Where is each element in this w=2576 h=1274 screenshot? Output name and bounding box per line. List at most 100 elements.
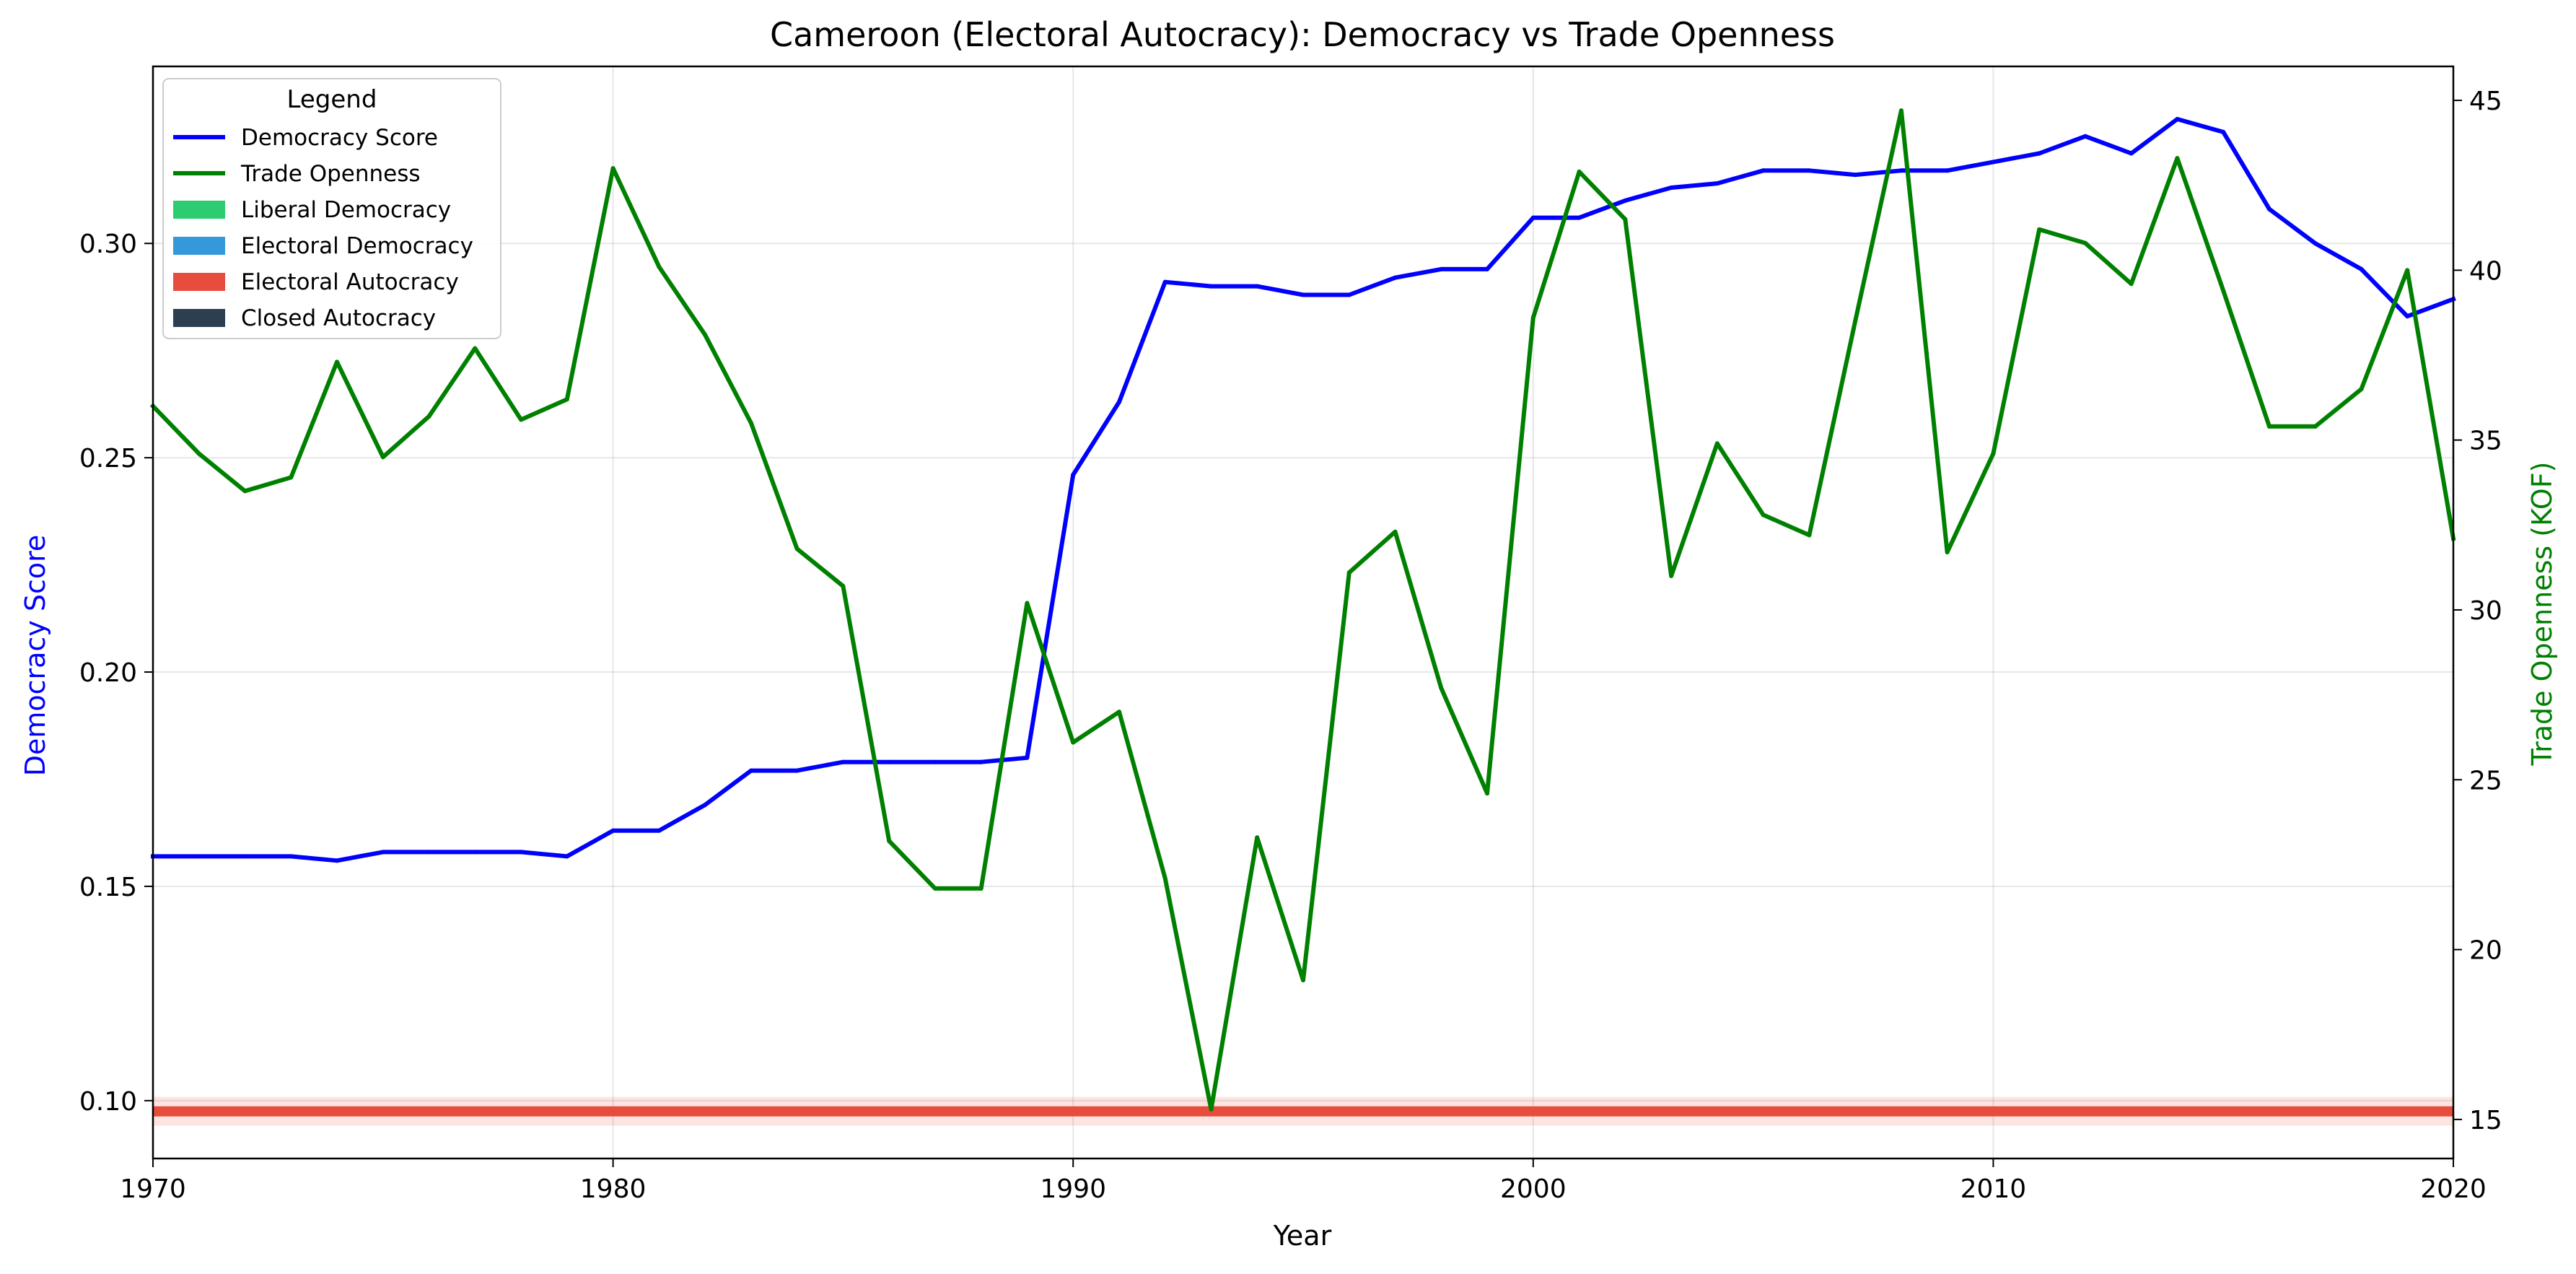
legend-label-democracy-score: Democracy Score [241, 125, 438, 151]
democracy-score-point [794, 768, 799, 773]
x-tick-label: 1990 [1040, 1174, 1106, 1204]
legend-label-electoral-autocracy: Electoral Autocracy [241, 269, 459, 295]
trade-openness-point [1761, 512, 1766, 518]
x-tick-label: 2010 [1961, 1174, 2027, 1204]
democracy-score-point [1393, 275, 1398, 280]
trade-openness-point [703, 332, 708, 337]
trade-openness-point [2175, 156, 2180, 161]
trade-openness-point [1714, 441, 1719, 446]
trade-openness-point [1346, 570, 1351, 575]
democracy-score-point [1714, 181, 1719, 186]
democracy-score-point [1898, 168, 1903, 173]
democracy-score-point [1025, 755, 1030, 760]
plot-frame [152, 65, 2455, 1160]
democracy-score-point [978, 759, 983, 764]
legend-label-electoral-democracy: Electoral Democracy [241, 233, 473, 259]
trade-openness-point [473, 346, 478, 351]
trade-openness-point [794, 546, 799, 551]
legend-label-trade-openness: Trade Openness [240, 161, 421, 187]
democracy-score-point [242, 854, 247, 859]
trade-openness-point [519, 417, 524, 422]
democracy-score-point [564, 854, 569, 859]
trade-openness-point [242, 489, 247, 494]
chart-title: Cameroon (Electoral Autocracy): Democrac… [770, 15, 1835, 54]
trade-openness-point [1393, 529, 1398, 534]
democracy-score-point [426, 850, 431, 855]
trade-openness-point [1162, 876, 1167, 881]
trade-openness-point [2359, 387, 2364, 392]
left-y-tick-label: 0.20 [79, 658, 137, 688]
trade-openness-point [1577, 169, 1582, 174]
x-tick-label: 2020 [2420, 1174, 2487, 1204]
regime-band-line [153, 1106, 2453, 1117]
democracy-score-point [1346, 292, 1351, 297]
democracy-score-point [1255, 284, 1260, 289]
democracy-score-point [2266, 206, 2271, 211]
right-y-tick-label: 40 [2469, 256, 2502, 286]
x-tick-label: 1970 [120, 1174, 186, 1204]
trade-openness-point [1853, 318, 1858, 323]
trade-openness-point [2405, 268, 2410, 273]
democracy-score-point [1577, 215, 1582, 220]
trade-openness-point [841, 584, 846, 589]
democracy-score-point [2129, 151, 2134, 156]
democracy-score-point [2175, 117, 2180, 122]
trade-openness-point [610, 166, 615, 171]
trade-openness-point [1301, 977, 1305, 982]
right-y-tick-label: 20 [2469, 936, 2502, 966]
left-y-tick-label: 0.25 [79, 444, 137, 474]
democracy-score-point [1485, 266, 1490, 271]
trade-openness-point [1991, 451, 1996, 456]
democracy-score-point [1623, 198, 1628, 203]
trade-openness-point [335, 359, 340, 365]
trade-openness-point [2129, 282, 2134, 287]
legend-label-liberal-democracy: Liberal Democracy [241, 197, 451, 223]
right-y-tick-label: 45 [2469, 87, 2502, 116]
democracy-score-point [2037, 151, 2042, 156]
regime-band-layer [153, 1096, 2453, 1126]
democracy-score-point [1301, 292, 1305, 297]
left-y-tick-label: 0.15 [79, 873, 137, 902]
trade-openness-point [564, 397, 569, 402]
democracy-score-point [748, 768, 753, 773]
democracy-score-point [1807, 168, 1812, 173]
legend-swatch-electoral-autocracy [173, 273, 225, 291]
left-y-tick-label: 0.10 [79, 1087, 137, 1117]
democracy-score-point [2221, 129, 2226, 134]
democracy-score-point [1439, 266, 1444, 271]
democracy-score-point [1530, 215, 1535, 220]
democracy-score-point [196, 854, 201, 859]
trade-openness-point [1116, 710, 1121, 715]
legend-swatch-liberal-democracy [173, 201, 225, 219]
trade-openness-point [2037, 227, 2042, 232]
right-y-tick-label: 30 [2469, 596, 2502, 626]
trade-openness-point [1209, 1107, 1214, 1112]
left-axis-title: Democracy Score [19, 535, 51, 777]
democracy-score-point [841, 759, 846, 764]
trade-openness-point [380, 455, 385, 460]
democracy-score-point [887, 759, 892, 764]
trade-openness-point [932, 886, 937, 891]
democracy-score-point [1761, 168, 1766, 173]
x-tick-label: 2000 [1500, 1174, 1567, 1204]
trade-openness-point [657, 264, 662, 269]
legend: Legend Democracy Score Trade Openness Libe… [162, 78, 501, 339]
left-y-axis: 0.10 0.15 0.20 0.25 0.30 [79, 230, 153, 1117]
democracy-score-point [473, 850, 478, 855]
democracy-score-point [610, 828, 615, 833]
trade-openness-point [289, 475, 294, 480]
right-y-tick-label: 15 [2469, 1106, 2502, 1135]
legend-swatch-closed-autocracy [173, 309, 225, 327]
legend-label-closed-autocracy: Closed Autocracy [241, 305, 436, 331]
trade-openness-point [1255, 835, 1260, 840]
right-axis-title: Trade Openness (KOF) [2526, 461, 2558, 766]
trade-openness-point [2266, 424, 2271, 429]
democracy-score-point [703, 803, 708, 808]
x-axis: 1970 1980 1990 2000 2010 2020 [120, 1159, 2487, 1204]
trade-openness-point [426, 414, 431, 419]
right-y-tick-label: 35 [2469, 427, 2502, 456]
democracy-score-point [1945, 168, 1950, 173]
democracy-score-point [2082, 134, 2087, 139]
trade-openness-point [1898, 108, 1903, 113]
